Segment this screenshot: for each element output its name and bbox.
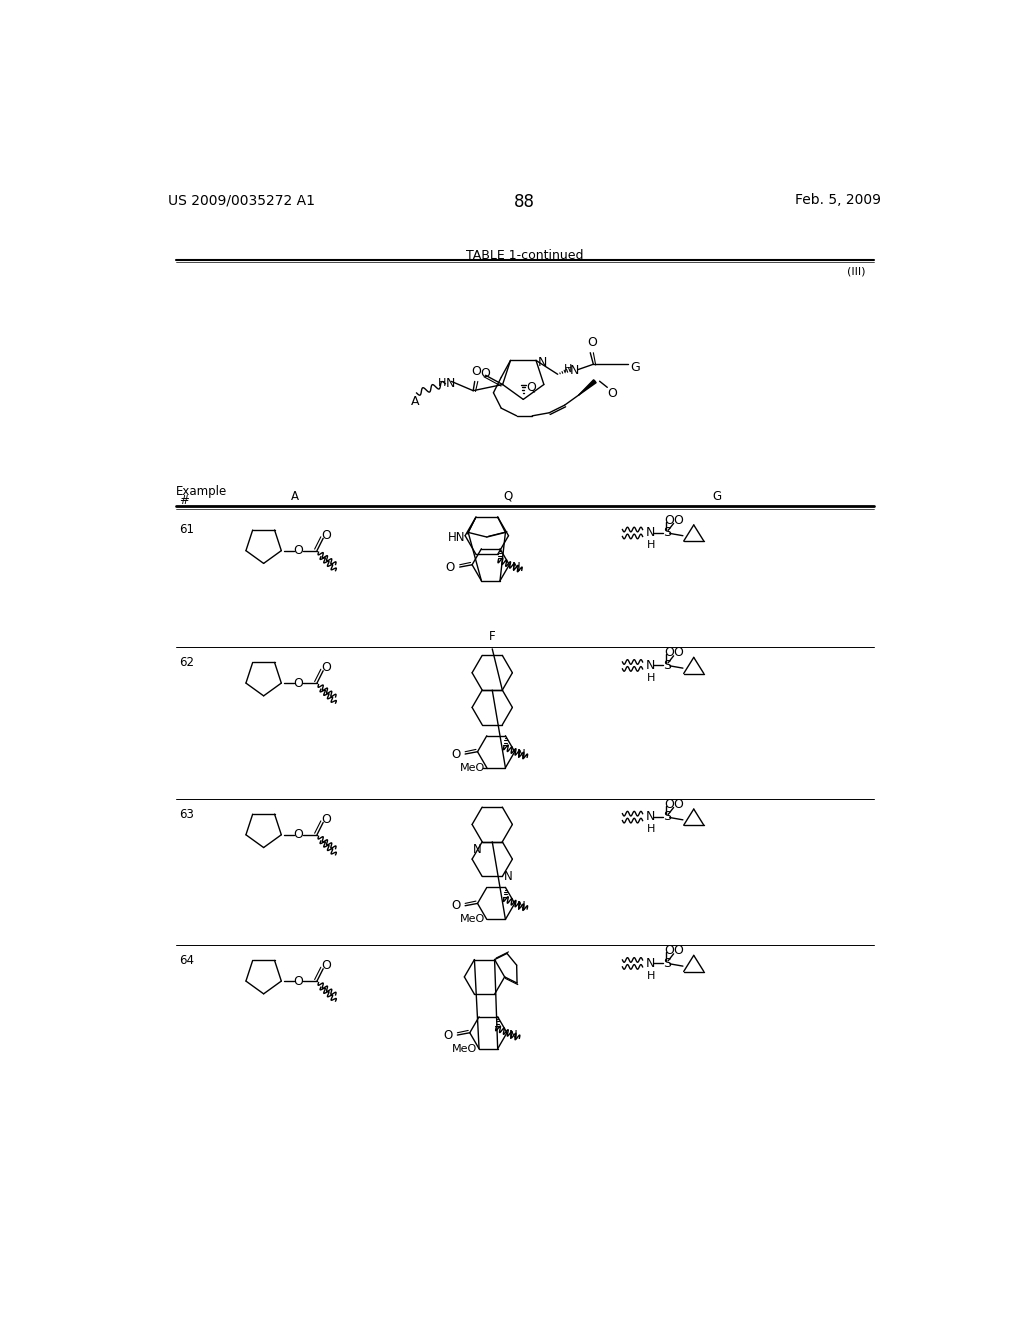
Text: MeO: MeO xyxy=(453,1044,477,1053)
Text: H: H xyxy=(647,970,655,981)
Text: N: N xyxy=(473,843,481,857)
Text: N: N xyxy=(646,957,655,970)
Text: F: F xyxy=(488,631,496,644)
Text: O: O xyxy=(674,513,683,527)
Text: A: A xyxy=(412,395,420,408)
Text: Q: Q xyxy=(503,490,512,503)
Text: MeO: MeO xyxy=(460,915,485,924)
Text: O: O xyxy=(665,513,674,527)
Text: O: O xyxy=(322,529,331,541)
Text: O: O xyxy=(674,647,683,659)
Text: O: O xyxy=(452,747,461,760)
Text: N: N xyxy=(646,810,655,824)
Text: 64: 64 xyxy=(179,954,195,966)
Text: (III): (III) xyxy=(847,267,866,276)
Text: HN: HN xyxy=(447,531,465,544)
Text: N: N xyxy=(646,659,655,672)
Text: Example: Example xyxy=(176,484,227,498)
Text: H: H xyxy=(647,825,655,834)
Text: H: H xyxy=(647,673,655,682)
Text: H: H xyxy=(437,379,445,388)
Text: S: S xyxy=(663,659,671,672)
Text: O: O xyxy=(674,797,683,810)
Polygon shape xyxy=(579,380,596,395)
Text: 88: 88 xyxy=(514,193,536,211)
Text: O: O xyxy=(471,364,481,378)
Text: O: O xyxy=(665,797,674,810)
Text: O: O xyxy=(294,544,303,557)
Text: Feb. 5, 2009: Feb. 5, 2009 xyxy=(796,193,882,207)
Text: O: O xyxy=(674,944,683,957)
Text: MeO: MeO xyxy=(460,763,485,772)
Text: O: O xyxy=(322,813,331,826)
Text: US 2009/0035272 A1: US 2009/0035272 A1 xyxy=(168,193,315,207)
Text: G: G xyxy=(630,362,640,374)
Text: G: G xyxy=(713,490,722,503)
Text: Q: Q xyxy=(526,381,537,393)
Text: N: N xyxy=(646,527,655,539)
Text: TABLE 1-continued: TABLE 1-continued xyxy=(466,249,584,263)
Text: N: N xyxy=(512,561,520,574)
Text: O: O xyxy=(443,1028,453,1041)
Text: O: O xyxy=(294,677,303,689)
Text: O: O xyxy=(294,974,303,987)
Text: 61: 61 xyxy=(179,524,195,536)
Text: H: H xyxy=(564,364,572,375)
Text: S: S xyxy=(663,957,671,970)
Text: O: O xyxy=(322,960,331,973)
Text: S: S xyxy=(663,527,671,539)
Text: A: A xyxy=(291,490,299,503)
Text: O: O xyxy=(665,647,674,659)
Text: O: O xyxy=(665,944,674,957)
Text: O: O xyxy=(445,561,455,574)
Text: H: H xyxy=(647,540,655,550)
Text: N: N xyxy=(509,1028,518,1041)
Text: O: O xyxy=(607,387,617,400)
Text: N: N xyxy=(517,748,525,760)
Text: 62: 62 xyxy=(179,656,195,669)
Text: N: N xyxy=(504,870,513,883)
Text: 63: 63 xyxy=(179,808,194,821)
Text: O: O xyxy=(452,899,461,912)
Text: N: N xyxy=(517,899,525,912)
Text: N: N xyxy=(445,376,455,389)
Text: O: O xyxy=(322,661,331,675)
Text: O: O xyxy=(480,367,490,380)
Text: N: N xyxy=(570,364,580,378)
Text: S: S xyxy=(663,810,671,824)
Text: N: N xyxy=(538,356,547,368)
Text: O: O xyxy=(294,828,303,841)
Text: #: # xyxy=(179,494,189,507)
Text: O: O xyxy=(587,335,597,348)
